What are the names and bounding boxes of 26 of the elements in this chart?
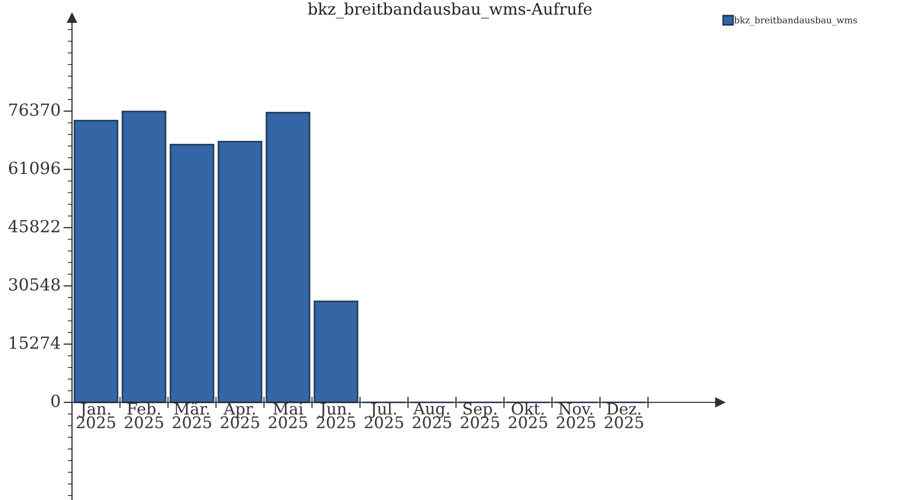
bar [314, 300, 358, 404]
bar [266, 112, 310, 404]
x-tick-label: Feb. 2025 [124, 402, 164, 428]
legend-label: bkz_breitbandausbau_wms [734, 16, 857, 26]
chart-title: bkz_breitbandausbau_wms-Aufrufe [308, 2, 592, 18]
x-tick-label: Dez. 2025 [604, 402, 644, 428]
y-tick-label: 61096 [8, 162, 60, 174]
x-tick-label: Jul. 2025 [364, 402, 404, 428]
x-tick-label: Mär. 2025 [172, 402, 212, 428]
bar [122, 110, 166, 404]
x-tick-label: Nov. 2025 [556, 402, 596, 428]
bar [170, 144, 214, 404]
x-tick-label: Sep. 2025 [460, 402, 500, 428]
y-tick-label: 15274 [10, 336, 60, 349]
bar [74, 120, 118, 404]
x-tick-label: Aug. 2025 [412, 402, 452, 428]
x-tick-label: Okt. 2025 [508, 402, 548, 428]
x-tick-label: Apr. 2025 [220, 402, 260, 428]
bar [218, 140, 262, 404]
y-tick-label: 0 [51, 394, 60, 408]
y-tick-label: 76370 [9, 103, 60, 116]
x-tick-label: Mai 2025 [268, 402, 308, 428]
x-tick-label: Jan. 2025 [76, 402, 116, 428]
x-tick-label: Jun. 2025 [316, 402, 356, 428]
y-tick-label: 30548 [9, 278, 60, 291]
y-tick-label: 45822 [8, 220, 60, 232]
